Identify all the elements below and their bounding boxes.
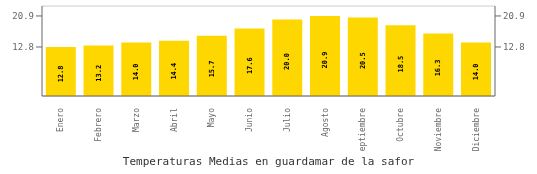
svg-text:Mayo: Mayo — [207, 108, 216, 127]
svg-text:14.0: 14.0 — [472, 63, 480, 80]
svg-text:20.9: 20.9 — [503, 11, 525, 21]
svg-text:12.8: 12.8 — [57, 66, 65, 83]
svg-text:Julio: Julio — [283, 108, 292, 132]
svg-text:20.9: 20.9 — [321, 52, 329, 69]
svg-text:Agosto: Agosto — [321, 108, 330, 137]
svg-text:12.8: 12.8 — [503, 42, 525, 52]
svg-text:20.9: 20.9 — [12, 11, 34, 21]
svg-text:17.6: 17.6 — [246, 57, 254, 74]
svg-text:Junio: Junio — [245, 108, 254, 132]
svg-text:Septiembre: Septiembre — [358, 108, 367, 152]
svg-text:16.3: 16.3 — [434, 59, 442, 76]
svg-text:12.8: 12.8 — [12, 42, 34, 52]
svg-text:20.5: 20.5 — [359, 52, 367, 69]
svg-text:18.5: 18.5 — [397, 56, 405, 73]
svg-text:Diciembre: Diciembre — [472, 108, 481, 152]
svg-text:Noviembre: Noviembre — [434, 108, 443, 152]
svg-text:Abril: Abril — [170, 108, 179, 132]
svg-text:13.2: 13.2 — [95, 65, 103, 82]
svg-text:15.7: 15.7 — [208, 61, 216, 78]
svg-text:Enero: Enero — [56, 108, 65, 132]
svg-text:Febrero: Febrero — [94, 108, 103, 142]
svg-text:14.0: 14.0 — [132, 63, 140, 80]
html-text:Temperaturas Medias en guardam: Temperaturas Medias en guardamar de la s… — [122, 155, 415, 168]
svg-text:Marzo: Marzo — [132, 108, 141, 132]
svg-text:20.0: 20.0 — [283, 53, 291, 70]
svg-text:14.4: 14.4 — [170, 63, 178, 80]
svg-text:Octubre: Octubre — [396, 108, 405, 142]
